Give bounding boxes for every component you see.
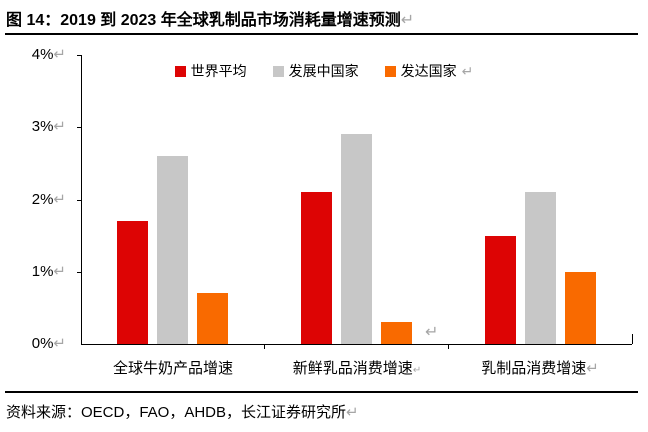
legend-item-发展中国家: 发展中国家 <box>272 61 359 81</box>
return-mark-icon: ↵ <box>53 263 66 280</box>
category-label: 新鲜乳品消费增速↵ <box>265 357 449 378</box>
y-tick-label: 1%↵ <box>14 262 66 282</box>
chart-legend: 世界平均 发展中国家 发达国家 ↵ <box>0 61 648 81</box>
legend-swatch-icon <box>174 65 186 77</box>
category-label: 全球牛奶产品增速 <box>81 357 265 378</box>
legend-swatch-icon <box>384 65 396 77</box>
return-mark-icon: ↵ <box>412 365 422 376</box>
legend-item-发达国家: 发达国家 ↵ <box>384 61 474 81</box>
y-axis-tick <box>77 127 81 128</box>
legend-label: 发达国家 <box>400 63 457 79</box>
x-axis-line <box>81 344 632 345</box>
bar-世界平均-2 <box>485 236 516 344</box>
bar-发展中国家-2 <box>525 192 556 344</box>
y-tick-label: 4%↵ <box>14 45 66 65</box>
return-mark-icon: ↵ <box>425 324 439 341</box>
bar-发展中国家-0 <box>157 156 188 344</box>
legend-item-世界平均: 世界平均 <box>174 61 247 81</box>
bar-发展中国家-1 <box>341 134 372 344</box>
return-mark-icon: ↵ <box>586 360 599 377</box>
y-tick-label: 0%↵ <box>14 334 66 354</box>
y-tick-label-text: 0% <box>31 335 54 352</box>
legend-label: 发展中国家 <box>288 63 359 79</box>
y-tick-label-text: 3% <box>31 118 54 135</box>
category-label-text: 乳制品消费增速 <box>481 360 587 377</box>
category-label-text: 全球牛奶产品增速 <box>112 360 233 377</box>
return-mark-icon: ↵ <box>461 62 474 79</box>
x-axis-tick <box>264 344 265 349</box>
source-line: 资料来源：OECD，FAO，AHDB，长江证券研究所↵ <box>6 401 359 422</box>
legend-swatch-icon <box>272 65 284 77</box>
return-mark-icon: ↵ <box>346 404 359 421</box>
bar-世界平均-0 <box>117 221 148 344</box>
return-mark-icon: ↵ <box>53 118 66 135</box>
y-tick-label: 2%↵ <box>14 190 66 210</box>
y-axis-tick <box>77 272 81 273</box>
bar-发达国家-1 <box>381 322 412 344</box>
y-tick-label-text: 2% <box>31 191 54 208</box>
return-mark-icon: ↵ <box>53 335 66 352</box>
y-axis-tick <box>77 55 81 56</box>
bar-发达国家-0 <box>197 293 228 344</box>
y-tick-label: 3%↵ <box>14 117 66 137</box>
y-axis-tick <box>77 200 81 201</box>
return-mark-icon: ↵ <box>400 12 415 29</box>
y-tick-label-text: 4% <box>31 46 54 63</box>
x-axis-tick <box>448 344 449 349</box>
category-label-text: 新鲜乳品消费增速 <box>292 360 413 377</box>
source-text: 资料来源：OECD，FAO，AHDB，长江证券研究所 <box>6 404 347 421</box>
bar-发达国家-2 <box>565 272 596 344</box>
figure-title: 图 14：2019 到 2023 年全球乳制品市场消耗量增速预测↵ <box>6 6 414 30</box>
source-rule <box>5 391 638 393</box>
return-mark-icon: ↵ <box>53 191 66 208</box>
legend-label: 世界平均 <box>190 63 247 79</box>
category-label: 乳制品消费增速↵ <box>448 357 632 378</box>
x-axis-end-stub <box>632 334 633 344</box>
figure-title-text: 图 14：2019 到 2023 年全球乳制品市场消耗量增速预测 <box>6 12 401 29</box>
bar-世界平均-1 <box>301 192 332 344</box>
title-rule <box>5 33 638 35</box>
return-mark-icon: ↵ <box>53 46 66 63</box>
y-axis-line <box>81 55 82 344</box>
y-tick-label-text: 1% <box>31 263 54 280</box>
